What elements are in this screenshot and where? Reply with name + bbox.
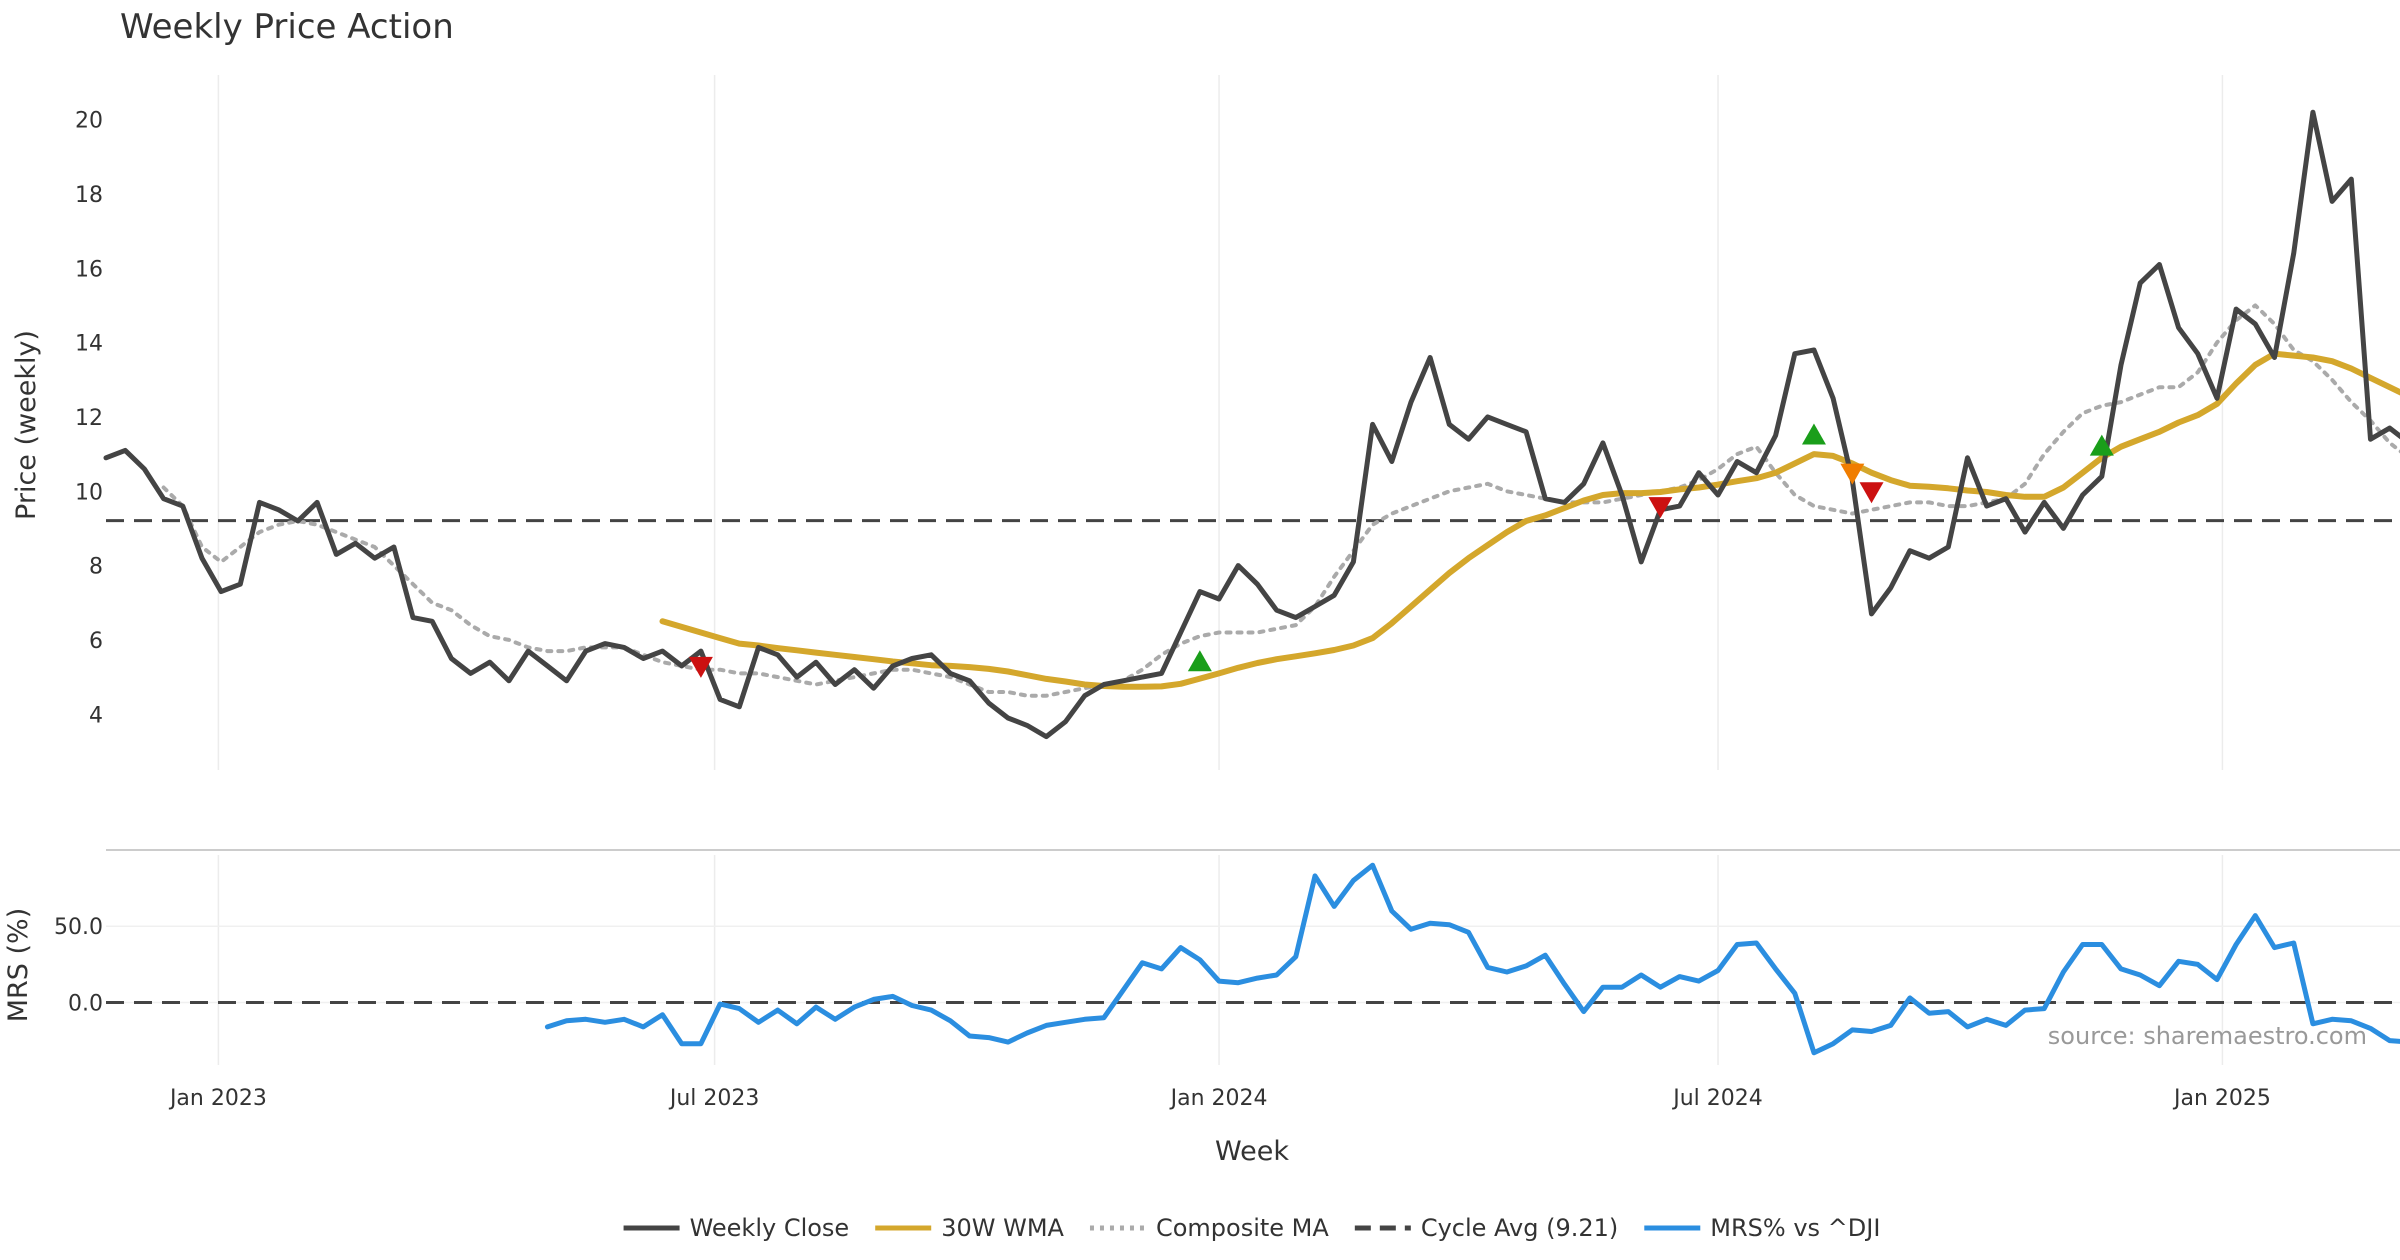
- chart-title: Weekly Price Action: [120, 7, 454, 47]
- legend-label: 30W WMA: [941, 1214, 1064, 1242]
- composite-ma-line: [161, 303, 2400, 698]
- 30w-wma-line: [659, 350, 2400, 690]
- x-tick-label: Jan 2023: [168, 1086, 267, 1111]
- legend-label: Composite MA: [1156, 1214, 1329, 1242]
- price-y-tick-label: 16: [75, 257, 103, 282]
- x-tick-label: Jul 2024: [1671, 1086, 1763, 1111]
- price-gridlines: [217, 75, 2224, 770]
- legend-item: Composite MA: [1089, 1214, 1329, 1242]
- price-y-tick-label: 6: [89, 629, 103, 654]
- price-y-axis-label: Price (weekly): [11, 330, 42, 520]
- legend-item: Weekly Close: [623, 1214, 850, 1242]
- price-y-tick-label: 4: [89, 703, 103, 728]
- mrs-y-axis-label: MRS (%): [3, 908, 34, 1023]
- sell-signal-marker: [688, 656, 713, 678]
- price-y-tick-label: 10: [75, 480, 103, 505]
- buy-signal-marker: [2089, 434, 2114, 456]
- buy-signal-marker: [1187, 650, 1212, 672]
- x-tick-label: Jul 2023: [668, 1086, 760, 1111]
- price-y-ticks: 4 6 8 10 12 14 16 18 20: [75, 109, 103, 729]
- mrs-y-tick-label: 0.0: [68, 991, 103, 1016]
- mrs-panel: 0.0 50.0 MRS (%) source: sharemaestro.com: [3, 855, 2400, 1065]
- buy-signal-marker: [1801, 423, 1826, 445]
- x-tick-labels: Jan 2023 Jul 2023 Jan 2024 Jul 2024 Jan 2025…: [168, 1086, 2271, 1111]
- legend-label: Cycle Avg (9.21): [1421, 1214, 1618, 1242]
- sell-signal-marker: [1859, 482, 1884, 504]
- mrs-vs-dji-line: [544, 862, 2400, 1056]
- sell-signal-marker: [1840, 463, 1865, 485]
- mrs-y-ticks: 0.0 50.0: [54, 915, 103, 1016]
- legend-item: 30W WMA: [875, 1214, 1065, 1242]
- signal-markers: [688, 423, 2114, 678]
- legend-item: MRS% vs ^DJI: [1644, 1214, 1880, 1242]
- x-tick-label: Jan 2025: [2172, 1086, 2271, 1111]
- price-y-tick-label: 8: [89, 555, 103, 580]
- weekly-close-line: [103, 109, 2400, 740]
- price-y-tick-label: 18: [75, 183, 103, 208]
- price-y-tick-label: 12: [75, 406, 103, 431]
- source-annotation: source: sharemaestro.com: [2048, 1022, 2367, 1050]
- legend: Weekly Close 30W WMA Composite MA Cycle Avg…: [623, 1214, 1880, 1242]
- sell-signal-marker: [1648, 497, 1673, 519]
- price-y-tick-label: 14: [75, 332, 103, 357]
- x-axis-label: Week: [1215, 1136, 1289, 1167]
- mrs-y-tick-label: 50.0: [54, 915, 103, 940]
- legend-label: Weekly Close: [690, 1214, 850, 1242]
- mrs-series: [544, 862, 2400, 1056]
- x-tick-label: Jan 2024: [1169, 1086, 1268, 1111]
- price-panel: 4 6 8 10 12 14 16 18 20 Price (weekly): [11, 75, 2400, 770]
- legend-item: Cycle Avg (9.21): [1354, 1214, 1618, 1242]
- price-y-tick-label: 20: [75, 109, 103, 134]
- legend-label: MRS% vs ^DJI: [1710, 1214, 1880, 1242]
- price-series: [103, 109, 2400, 740]
